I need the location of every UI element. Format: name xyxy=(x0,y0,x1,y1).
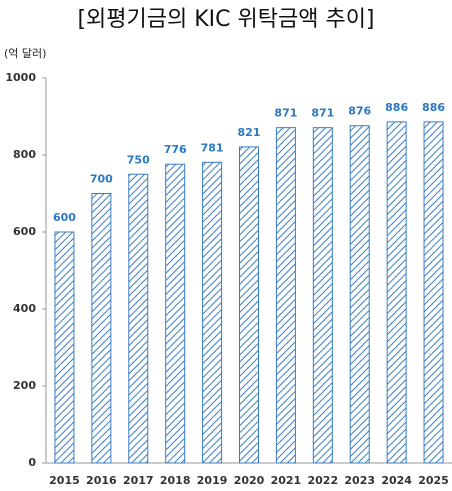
data-label: 871 xyxy=(274,107,297,120)
data-label: 750 xyxy=(127,153,150,166)
bar xyxy=(349,125,370,464)
data-label: 700 xyxy=(90,173,113,186)
x-tick-label: 2025 xyxy=(418,474,449,487)
bar xyxy=(91,193,112,464)
bar xyxy=(202,161,223,464)
x-tick-label: 2023 xyxy=(344,474,375,487)
bar xyxy=(239,146,259,464)
x-tick-label: 2019 xyxy=(197,474,228,487)
x-tick-label: 2017 xyxy=(123,474,154,487)
data-label: 886 xyxy=(385,101,408,114)
bar xyxy=(275,127,296,464)
y-tick-label: 1000 xyxy=(5,71,36,84)
y-tick-label: 200 xyxy=(13,379,36,392)
x-tick-label: 2022 xyxy=(308,474,339,487)
data-label: 600 xyxy=(53,211,76,224)
x-tick-label: 2018 xyxy=(160,474,191,487)
y-tick-label: 400 xyxy=(13,302,36,315)
x-tick-label: 2016 xyxy=(86,474,117,487)
bar xyxy=(386,121,407,464)
x-tick-label: 2024 xyxy=(381,474,412,487)
y-tick-label: 0 xyxy=(28,456,36,469)
bar xyxy=(54,231,75,464)
data-label: 776 xyxy=(164,143,187,156)
data-label: 886 xyxy=(422,101,445,114)
data-label: 821 xyxy=(238,126,261,139)
x-tick-label: 2020 xyxy=(234,474,265,487)
chart-title: [외평기금의 KIC 위탁금액 추이] xyxy=(77,7,374,32)
bar xyxy=(165,163,186,464)
bar xyxy=(423,121,444,464)
bar xyxy=(128,173,149,464)
x-tick-label: 2021 xyxy=(271,474,302,487)
x-tick-label: 2015 xyxy=(49,474,80,487)
bar xyxy=(312,127,333,464)
y-tick-label: 800 xyxy=(13,148,36,161)
data-label: 781 xyxy=(201,141,224,154)
y-tick-label: 600 xyxy=(13,225,36,238)
unit-label: (억 달러) xyxy=(4,47,46,60)
data-label: 871 xyxy=(311,107,334,120)
data-label: 876 xyxy=(348,105,371,118)
